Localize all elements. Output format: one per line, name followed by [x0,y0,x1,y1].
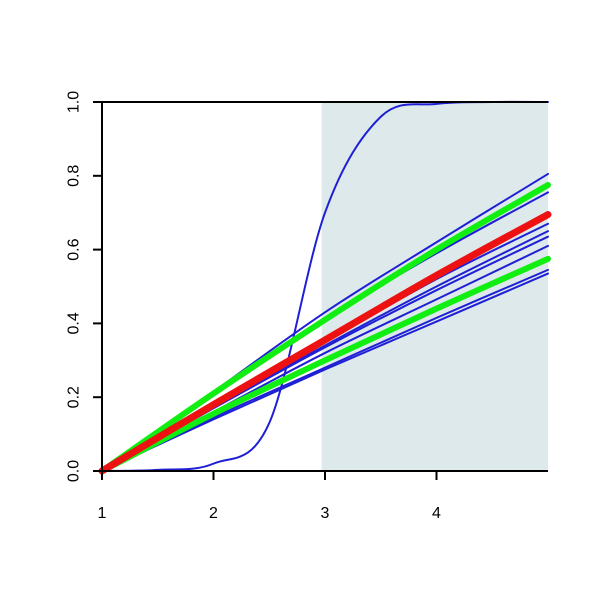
series-line-thick-red-12 [98,211,552,475]
y-tick-label: 0.6 [66,238,83,260]
x-axis-ticks: 1 2 3 4 [98,471,441,522]
x-tick-label: 1 [98,505,107,522]
x-tick-label: 3 [321,505,330,522]
x-tick-label: 4 [432,505,441,522]
series-layer [98,100,552,475]
series-line-thin-blue-9 [101,272,549,472]
y-axis-ticks: 0.0 0.2 0.4 0.6 0.8 1.0 [66,91,102,482]
y-tick-label: 0.4 [66,312,83,334]
series-line-thick-green-11 [99,255,551,474]
y-tick-label: 0.8 [66,165,83,187]
y-tick-label: 0.2 [66,386,83,408]
y-tick-label: 1.0 [66,91,83,113]
y-tick-label: 0.0 [66,460,83,482]
series-line-thick-green-10 [99,182,551,474]
x-tick-label: 2 [209,505,218,522]
